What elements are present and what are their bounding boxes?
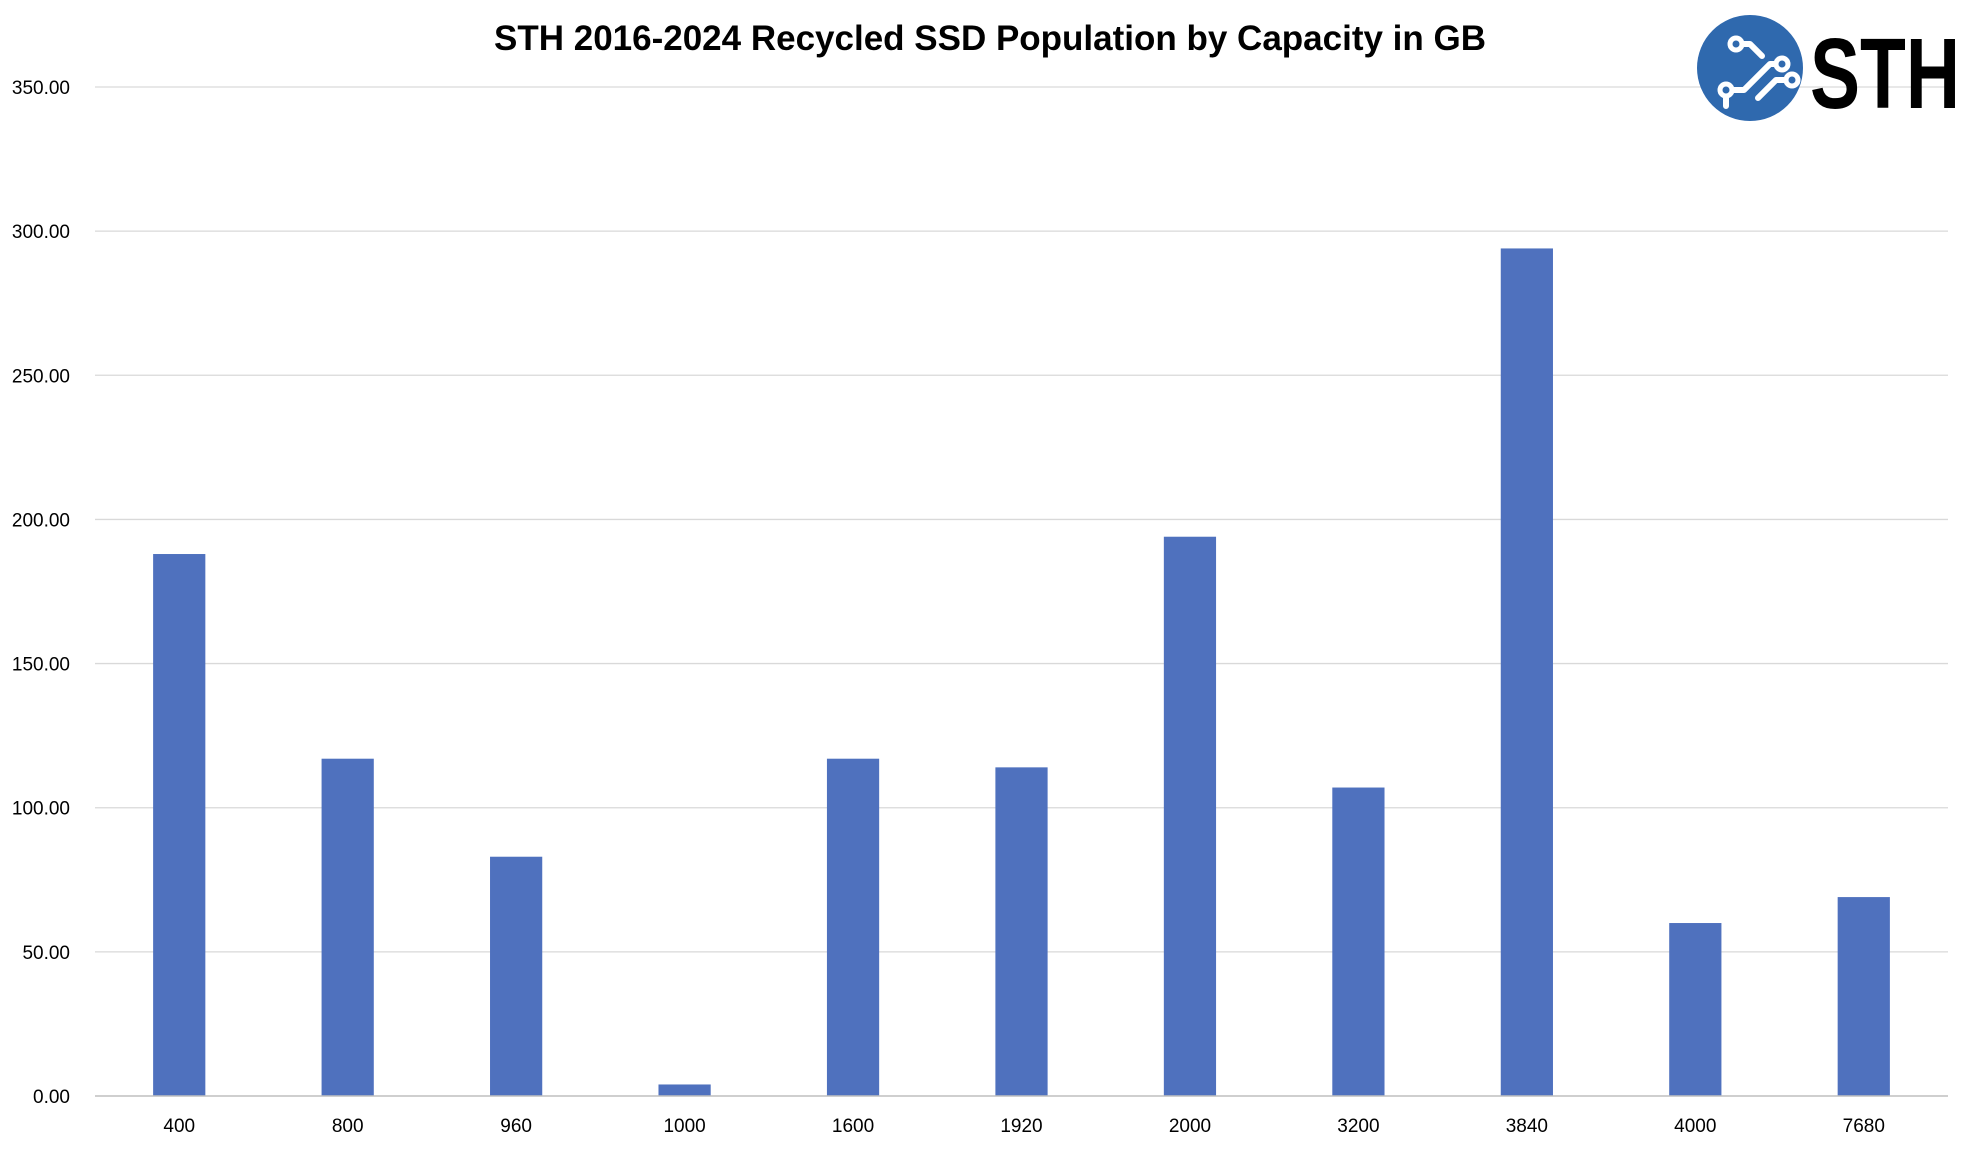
y-tick-label: 150.00 [12, 655, 70, 676]
x-tick-label: 400 [163, 1116, 195, 1137]
circuit-icon [1697, 15, 1803, 121]
bars [153, 248, 1890, 1096]
bar [658, 1084, 711, 1096]
x-tick-label: 1000 [663, 1116, 705, 1137]
gridlines [95, 86, 1948, 953]
bar [321, 758, 374, 1096]
y-tick-label: 100.00 [12, 799, 70, 820]
y-tick-label: 300.00 [12, 222, 70, 243]
bar [826, 758, 880, 1096]
x-tick-label: 1600 [832, 1116, 874, 1137]
sth-logo: STH [1697, 15, 1960, 130]
bar [1332, 787, 1385, 1096]
y-tick-label: 350.00 [12, 78, 70, 99]
bar [995, 767, 1048, 1096]
bar [490, 856, 543, 1096]
x-tick-label: 800 [332, 1116, 364, 1137]
bar [1837, 897, 1890, 1096]
bar [1669, 923, 1722, 1096]
x-tick-label: 1920 [1000, 1116, 1042, 1137]
chart-title: STH 2016-2024 Recycled SSD Population by… [494, 19, 1486, 58]
x-axis-tick-labels: 400 800 960 1000 1600 1920 2000 3200 3840 4000 768… [163, 1116, 1885, 1137]
x-tick-label: 4000 [1674, 1116, 1716, 1137]
y-axis-tick-labels: 0.00 50.00 100.00 150.00 200.00 250.00 300.00 3… [12, 78, 70, 1108]
x-tick-label: 960 [500, 1116, 532, 1137]
x-tick-label: 3200 [1337, 1116, 1379, 1137]
bar [1500, 248, 1553, 1096]
x-tick-label: 2000 [1169, 1116, 1211, 1137]
bar [153, 554, 206, 1096]
y-tick-label: 50.00 [22, 943, 70, 964]
y-tick-label: 0.00 [33, 1087, 70, 1108]
y-tick-label: 250.00 [12, 366, 70, 387]
x-tick-label: 7680 [1843, 1116, 1885, 1137]
logo-text: STH [1810, 18, 1960, 130]
bar [1163, 536, 1217, 1096]
y-tick-label: 200.00 [12, 510, 70, 531]
x-tick-label: 3840 [1506, 1116, 1548, 1137]
